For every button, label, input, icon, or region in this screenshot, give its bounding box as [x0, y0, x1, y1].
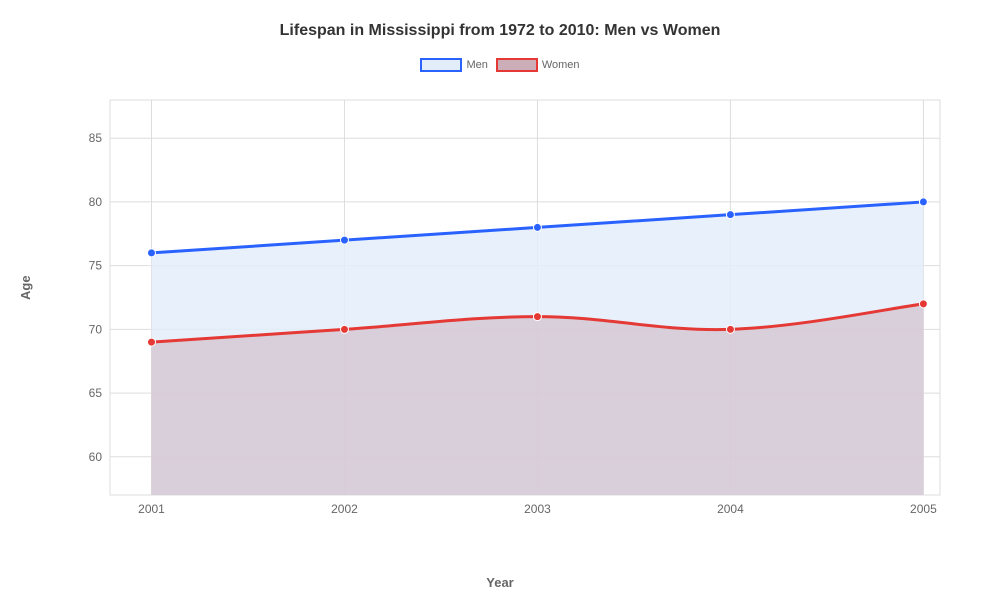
legend-swatch-women [496, 58, 538, 72]
x-axis-label: Year [486, 575, 513, 590]
plot-area: 60 65 70 75 80 85 2001 2002 2003 2004 2005 [80, 95, 950, 525]
x-tick-label: 2003 [524, 502, 551, 516]
legend: Men Women [0, 58, 1000, 72]
y-tick-label: 85 [89, 131, 103, 145]
marker-women[interactable] [148, 338, 156, 346]
marker-men[interactable] [340, 236, 348, 244]
x-tick-label: 2001 [138, 502, 165, 516]
y-tick-label: 80 [89, 195, 103, 209]
y-tick-label: 70 [89, 322, 103, 336]
marker-men[interactable] [726, 211, 734, 219]
legend-swatch-men [420, 58, 462, 72]
y-tick-label: 75 [89, 259, 103, 273]
marker-men[interactable] [148, 249, 156, 257]
marker-women[interactable] [726, 325, 734, 333]
legend-label-men: Men [466, 59, 487, 71]
chart-svg: 60 65 70 75 80 85 2001 2002 2003 2004 2005 [80, 95, 950, 525]
chart-title: Lifespan in Mississippi from 1972 to 201… [0, 0, 1000, 40]
x-tick-label: 2005 [910, 502, 937, 516]
legend-item-women[interactable]: Women [496, 58, 580, 72]
y-tick-label: 60 [89, 450, 103, 464]
legend-label-women: Women [542, 59, 580, 71]
y-axis-label: Age [18, 275, 33, 300]
marker-men[interactable] [919, 198, 927, 206]
x-tick-label: 2002 [331, 502, 358, 516]
chart-container: Lifespan in Mississippi from 1972 to 201… [0, 0, 1000, 600]
y-tick-label: 65 [89, 386, 103, 400]
marker-women[interactable] [919, 300, 927, 308]
x-tick-label: 2004 [717, 502, 744, 516]
legend-item-men[interactable]: Men [420, 58, 487, 72]
marker-men[interactable] [533, 223, 541, 231]
marker-women[interactable] [533, 313, 541, 321]
marker-women[interactable] [340, 325, 348, 333]
